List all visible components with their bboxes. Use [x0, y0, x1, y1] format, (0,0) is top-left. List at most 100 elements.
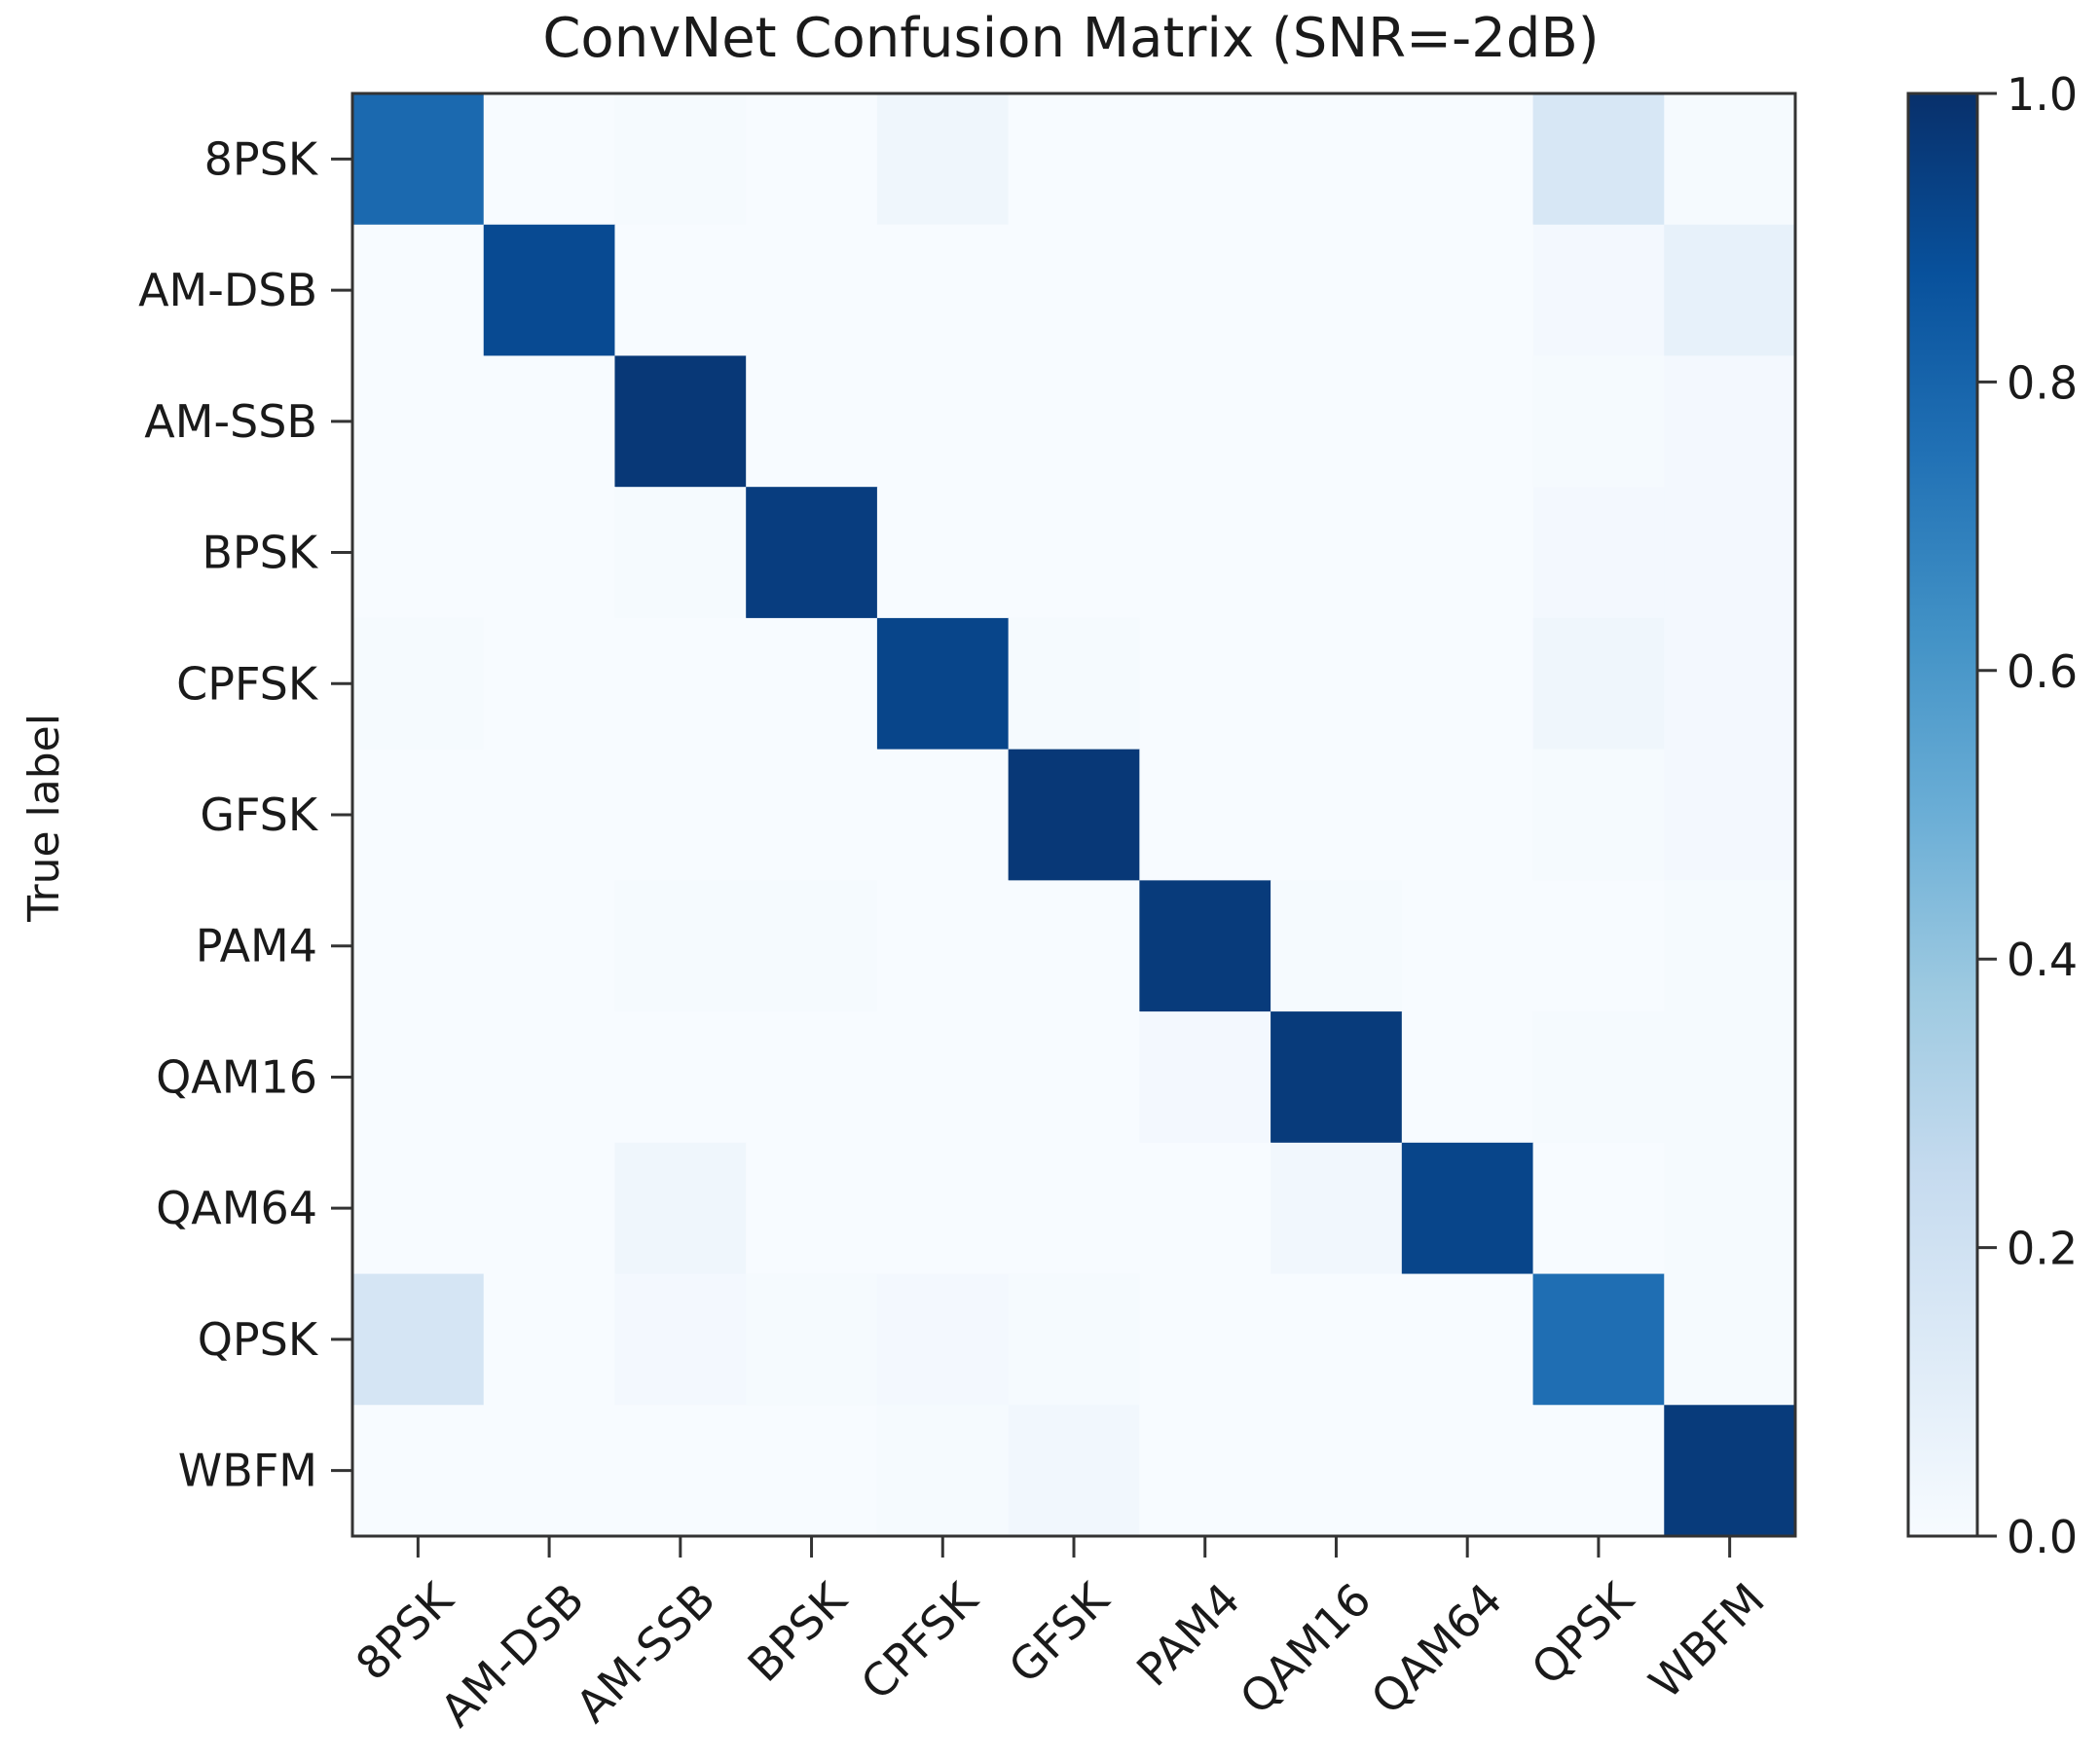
heatmap-cell-am-ssb-bpsk — [746, 355, 878, 488]
heatmap-cell-am-ssb-gfsk — [1008, 355, 1140, 488]
heatmap-cell-gfsk-am-dsb — [483, 749, 616, 881]
x-tick-label: CPFSK — [851, 1572, 989, 1710]
heatmap-cell-8psk-bpsk — [746, 93, 878, 226]
heatmap-cell-gfsk-qpsk — [1532, 749, 1665, 881]
heatmap-cell-am-dsb-gfsk — [1008, 224, 1140, 357]
heatmap-cell-pam4-8psk — [352, 880, 485, 1012]
y-axis-label: True label — [19, 714, 69, 923]
heatmap-cell-qam16-gfsk — [1008, 1011, 1140, 1144]
heatmap-cell-qam16-pam4 — [1139, 1011, 1271, 1144]
heatmap-cell-8psk-qam16 — [1271, 93, 1403, 226]
colorbar-tick-label: 0.4 — [2007, 934, 2078, 986]
heatmap-cell-bpsk-bpsk — [746, 487, 878, 619]
heatmap-cell-8psk-qam64 — [1401, 93, 1534, 226]
heatmap-cell-qam16-qam16 — [1271, 1011, 1403, 1144]
heatmap-cell-am-dsb-8psk — [352, 224, 485, 357]
heatmap-cell-gfsk-qam64 — [1401, 749, 1534, 881]
heatmap-cell-pam4-cpfsk — [876, 880, 1010, 1012]
heatmap-cell-qam16-bpsk — [746, 1011, 878, 1144]
heatmap-cell-pam4-qpsk — [1532, 880, 1665, 1012]
heatmap-cell-qpsk-gfsk — [1008, 1273, 1140, 1406]
x-tick-label: WBFM — [1639, 1573, 1774, 1708]
heatmap-cell-qam16-cpfsk — [876, 1011, 1010, 1144]
heatmap-cell-am-dsb-am-dsb — [483, 224, 616, 357]
heatmap-cell-pam4-wbfm — [1664, 880, 1796, 1012]
heatmap-cell-am-dsb-bpsk — [746, 224, 878, 357]
heatmap-cell-am-dsb-qam16 — [1271, 224, 1403, 357]
y-tick-label: 8PSK — [204, 132, 319, 185]
colorbar-ticks: 0.0 0.2 0.4 0.6 0.8 1.0 — [1977, 68, 2078, 1563]
heatmap-cell-am-ssb-8psk — [352, 355, 485, 488]
heatmap-cell-qpsk-qam16 — [1271, 1273, 1403, 1406]
heatmap-cell-cpfsk-bpsk — [746, 617, 878, 751]
heatmap-cell-cpfsk-qam64 — [1401, 617, 1534, 751]
heatmap-cell-8psk-wbfm — [1664, 93, 1796, 226]
heatmap-cell-pam4-pam4 — [1139, 880, 1271, 1012]
heatmap-cell-pam4-bpsk — [746, 880, 878, 1012]
heatmap-cell-qam64-wbfm — [1664, 1142, 1796, 1275]
heatmap-cell-8psk-pam4 — [1139, 93, 1271, 226]
heatmap-cell-bpsk-wbfm — [1664, 487, 1796, 619]
heatmap-cell-wbfm-pam4 — [1139, 1405, 1271, 1537]
heatmap-cell-wbfm-cpfsk — [876, 1405, 1010, 1537]
x-tick-label: QAM64 — [1361, 1573, 1512, 1724]
heatmap-cell-gfsk-bpsk — [746, 749, 878, 881]
colorbar-tick-label: 0.0 — [2007, 1511, 2078, 1563]
heatmap-cell-qam16-qam64 — [1401, 1011, 1534, 1144]
heatmap-cell-qam64-qpsk — [1532, 1142, 1665, 1275]
heatmap-cell-gfsk-gfsk — [1008, 749, 1140, 881]
x-tick-label: 8PSK — [346, 1572, 464, 1691]
heatmap-cell-am-ssb-qam64 — [1401, 355, 1534, 488]
x-tick-label: PAM4 — [1126, 1573, 1250, 1697]
heatmap-cell-am-dsb-wbfm — [1664, 224, 1796, 357]
colorbar — [1908, 93, 1977, 1536]
heatmap-cells — [352, 93, 1796, 1537]
heatmap-cell-qam16-8psk — [352, 1011, 485, 1144]
y-tick-label: PAM4 — [196, 920, 317, 972]
heatmap-cell-bpsk-qpsk — [1532, 487, 1665, 619]
heatmap-cell-gfsk-8psk — [352, 749, 485, 881]
x-tick-label: BPSK — [738, 1572, 858, 1692]
heatmap-cell-qam16-am-ssb — [614, 1011, 747, 1144]
heatmap-cell-cpfsk-cpfsk — [876, 617, 1010, 751]
heatmap-cell-qam64-am-ssb — [614, 1142, 747, 1275]
heatmap-cell-qpsk-qpsk — [1532, 1273, 1665, 1406]
heatmap-cell-am-ssb-qam16 — [1271, 355, 1403, 488]
colorbar-tick-label: 1.0 — [2007, 68, 2078, 121]
heatmap-cell-am-ssb-am-ssb — [614, 355, 747, 488]
y-tick-label: QAM16 — [156, 1050, 317, 1103]
heatmap-cell-am-ssb-am-dsb — [483, 355, 616, 488]
heatmap-cell-qam64-cpfsk — [876, 1142, 1010, 1275]
heatmap-cell-bpsk-qam64 — [1401, 487, 1534, 619]
heatmap-cell-qam16-wbfm — [1664, 1011, 1796, 1144]
x-tick-label: AM-SSB — [566, 1573, 725, 1733]
heatmap-cell-8psk-qpsk — [1532, 93, 1665, 226]
heatmap-cell-qpsk-am-dsb — [483, 1273, 616, 1406]
heatmap-cell-qpsk-cpfsk — [876, 1273, 1010, 1406]
y-tick-label: CPFSK — [176, 657, 319, 710]
heatmap-cell-qam64-qam16 — [1271, 1142, 1403, 1275]
heatmap-cell-gfsk-pam4 — [1139, 749, 1271, 881]
heatmap-cell-am-dsb-pam4 — [1139, 224, 1271, 357]
heatmap-cell-qpsk-qam64 — [1401, 1273, 1534, 1406]
heatmap-cell-qpsk-pam4 — [1139, 1273, 1271, 1406]
heatmap-cell-8psk-am-dsb — [483, 93, 616, 226]
heatmap-cell-bpsk-8psk — [352, 487, 485, 619]
heatmap-cell-qam64-gfsk — [1008, 1142, 1140, 1275]
heatmap-cell-8psk-cpfsk — [876, 93, 1010, 226]
y-tick-label: AM-SSB — [144, 395, 317, 448]
heatmap-cell-qam64-am-dsb — [483, 1142, 616, 1275]
heatmap-cell-am-dsb-qpsk — [1532, 224, 1665, 357]
heatmap-cell-wbfm-qam16 — [1271, 1405, 1403, 1537]
heatmap-cell-gfsk-qam16 — [1271, 749, 1403, 881]
heatmap-cell-cpfsk-am-dsb — [483, 617, 616, 751]
heatmap-cell-bpsk-pam4 — [1139, 487, 1271, 619]
y-tick-label: AM-DSB — [138, 264, 317, 316]
heatmap-cell-wbfm-gfsk — [1008, 1405, 1140, 1537]
y-tick-label: BPSK — [202, 527, 318, 579]
heatmap-cell-bpsk-qam16 — [1271, 487, 1403, 619]
heatmap-cell-cpfsk-8psk — [352, 617, 485, 751]
y-tick-label: QPSK — [198, 1313, 319, 1366]
heatmap-cell-8psk-am-ssb — [614, 93, 747, 226]
